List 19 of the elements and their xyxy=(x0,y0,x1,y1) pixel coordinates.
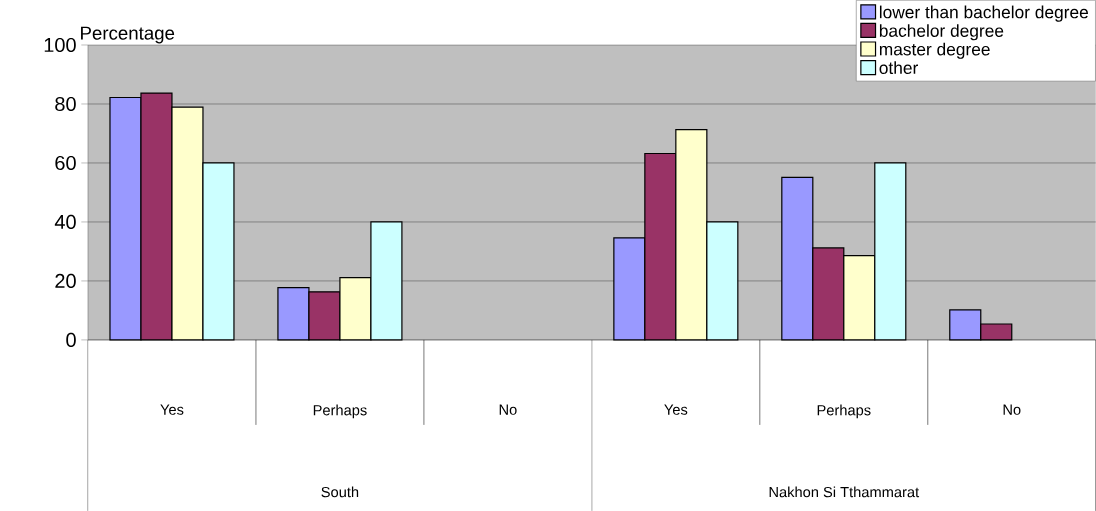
x-tick-label: No xyxy=(1003,404,1021,415)
text: Nakhon Si Tthammarat xyxy=(769,486,920,498)
text: South xyxy=(321,486,359,498)
y-tick-label: 60 xyxy=(55,155,76,170)
y-tick-label: 100 xyxy=(44,37,76,52)
x-tick-label: No xyxy=(499,404,517,415)
y-tick-label: 20 xyxy=(55,273,76,288)
y-axis-title: Percentage xyxy=(81,26,175,44)
y-tick-label: 0 xyxy=(66,332,76,347)
legend-label: lower than bachelor degree xyxy=(879,5,1088,22)
x-tick-label: Perhaps xyxy=(313,404,367,419)
x-tick-label: Perhaps xyxy=(817,404,871,419)
x-tick-label: Yes xyxy=(664,404,688,415)
legend-label: bachelor degree xyxy=(879,24,1004,41)
legend-label: master degree xyxy=(879,42,990,59)
legend-label: other xyxy=(879,61,918,74)
y-tick-label: 80 xyxy=(55,96,76,111)
y-tick-label: 40 xyxy=(54,214,76,229)
x-tick-label: Yes xyxy=(160,404,184,415)
